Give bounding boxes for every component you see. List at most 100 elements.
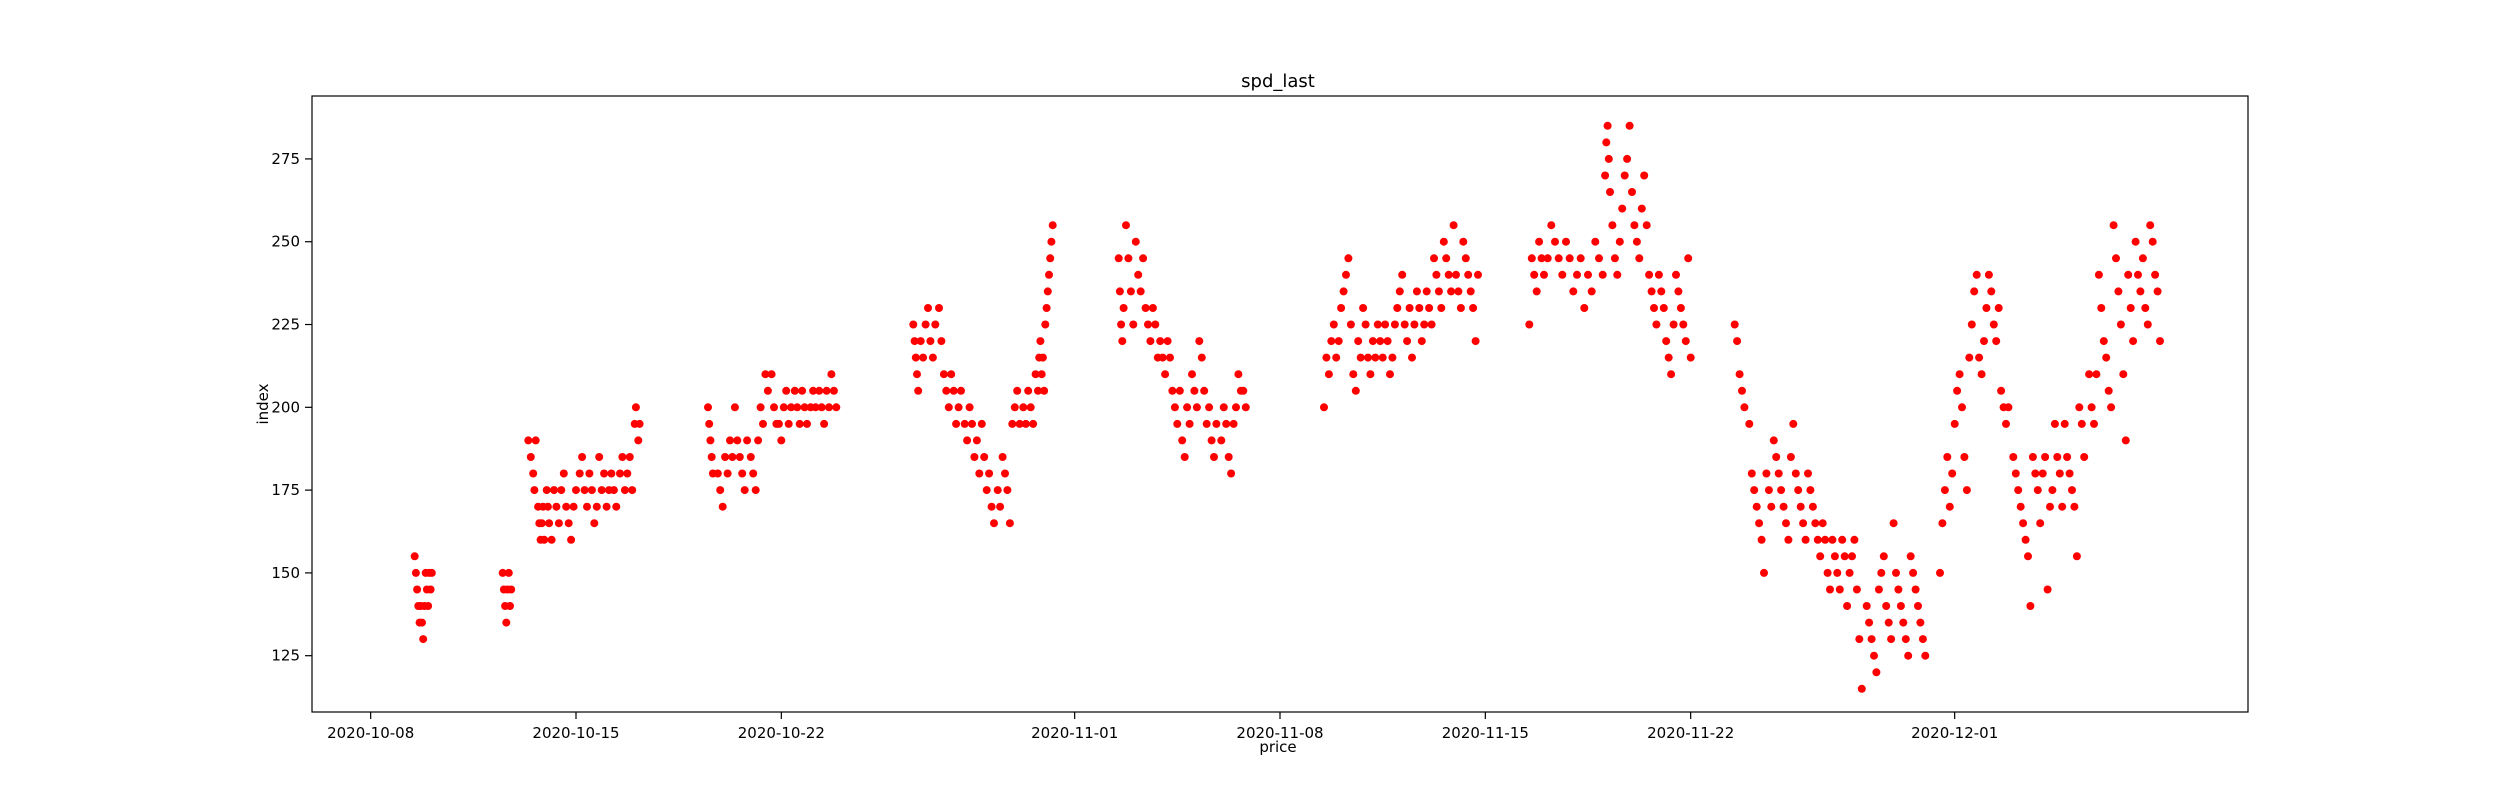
data-point [1962, 486, 1971, 495]
data-point [1045, 270, 1053, 279]
data-point [1679, 320, 1688, 329]
data-point [628, 486, 637, 495]
y-axis: 125 150 175 200 225 250 275 [271, 150, 312, 665]
data-point [1001, 469, 1009, 478]
data-point [1620, 171, 1629, 180]
data-point [746, 453, 755, 461]
data-point [1943, 453, 1952, 461]
data-point [1664, 353, 1673, 362]
data-point [793, 403, 802, 412]
data-point [928, 353, 937, 362]
data-point [537, 519, 546, 528]
data-point [1745, 419, 1754, 428]
data-point [1764, 486, 1773, 495]
data-point [616, 469, 624, 478]
data-point [2112, 254, 2120, 263]
data-point [767, 370, 776, 379]
data-point [2043, 585, 2052, 594]
data-point [1388, 353, 1397, 362]
data-point [1532, 287, 1541, 296]
data-point [2075, 403, 2084, 412]
data-point [2146, 221, 2155, 230]
data-point [1975, 353, 1984, 362]
data-point [564, 519, 573, 528]
data-point [2033, 486, 2042, 495]
x-tick-label: 2020-10-08 [327, 724, 414, 742]
data-point [2143, 320, 2152, 329]
data-point [602, 502, 611, 511]
data-point [1456, 304, 1465, 312]
data-point [529, 469, 538, 478]
data-point [1936, 568, 1944, 577]
data-point [1918, 635, 1927, 644]
data-point [1449, 221, 1458, 230]
data-point [1786, 453, 1795, 461]
data-point [1158, 353, 1167, 362]
data-point [580, 486, 589, 495]
data-point [1652, 320, 1661, 329]
data-point [1134, 270, 1143, 279]
data-point [2116, 320, 2125, 329]
data-point [947, 370, 956, 379]
data-point [1139, 254, 1148, 263]
data-point [1818, 519, 1827, 528]
data-point [982, 486, 991, 495]
data-point [1804, 469, 1812, 478]
data-point [1527, 254, 1536, 263]
data-point [1955, 370, 1964, 379]
data-point [1010, 403, 1019, 412]
data-point [1640, 171, 1649, 180]
data-point [2085, 370, 2094, 379]
data-point [1840, 552, 1849, 561]
data-point [705, 419, 714, 428]
data-point [1471, 337, 1480, 346]
data-point [1412, 287, 1421, 296]
data-point [531, 436, 540, 445]
data-point [1200, 386, 1209, 395]
data-point [1024, 386, 1033, 395]
data-point [1879, 552, 1888, 561]
data-point [914, 386, 923, 395]
data-point [1161, 370, 1170, 379]
data-point [2109, 221, 2118, 230]
data-point [770, 403, 778, 412]
data-point [1647, 287, 1656, 296]
y-tick-label: 275 [271, 150, 300, 168]
data-point [707, 453, 716, 461]
data-point [1117, 320, 1126, 329]
data-point [2138, 254, 2147, 263]
data-point [1202, 419, 1211, 428]
data-point [1782, 519, 1790, 528]
data-point [2097, 304, 2106, 312]
data-point [2048, 486, 2057, 495]
x-tick-label: 2020-10-22 [738, 724, 825, 742]
data-point [1327, 337, 1336, 346]
data-point [811, 403, 820, 412]
data-point [1767, 502, 1776, 511]
data-point [1914, 602, 1922, 610]
data-point [2119, 370, 2128, 379]
data-point [1848, 552, 1856, 561]
data-point [2041, 453, 2050, 461]
data-points [410, 121, 2164, 693]
data-point [1535, 237, 1544, 246]
data-point [1540, 270, 1548, 279]
data-point [1554, 254, 1563, 263]
data-point [913, 370, 921, 379]
data-point [2148, 237, 2157, 246]
data-point [1224, 453, 1233, 461]
data-point [1339, 287, 1348, 296]
data-point [1992, 337, 2001, 346]
x-axis: 2020-10-08 2020-10-15 2020-10-22 2020-11-01… [327, 712, 1998, 742]
data-point [761, 370, 770, 379]
data-point [2009, 453, 2018, 461]
data-point [1029, 419, 1038, 428]
data-point [1632, 237, 1641, 246]
data-point [625, 453, 634, 461]
data-point [1170, 403, 1179, 412]
data-point [1601, 171, 1610, 180]
data-point [2036, 519, 2045, 528]
data-point [721, 453, 730, 461]
data-point [554, 519, 563, 528]
